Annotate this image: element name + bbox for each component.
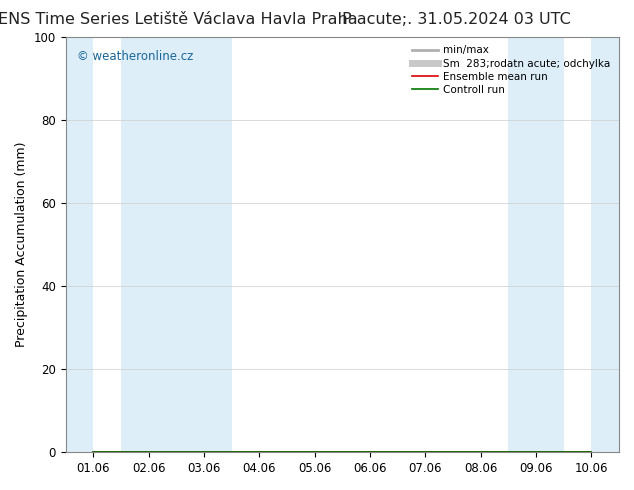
- Bar: [121, 37, 231, 452]
- Text: © weatheronline.cz: © weatheronline.cz: [77, 49, 193, 63]
- Text: ENS Time Series Letiště Václava Havla Praha: ENS Time Series Letiště Václava Havla Pr…: [0, 12, 358, 27]
- Legend: min/max, Sm  283;rodatn acute; odchylka, Ensemble mean run, Controll run: min/max, Sm 283;rodatn acute; odchylka, …: [409, 42, 614, 98]
- Bar: [508, 37, 564, 452]
- Bar: [65, 37, 93, 452]
- Y-axis label: Precipitation Accumulation (mm): Precipitation Accumulation (mm): [15, 142, 28, 347]
- Bar: [592, 37, 619, 452]
- Text: P acute;. 31.05.2024 03 UTC: P acute;. 31.05.2024 03 UTC: [342, 12, 571, 27]
